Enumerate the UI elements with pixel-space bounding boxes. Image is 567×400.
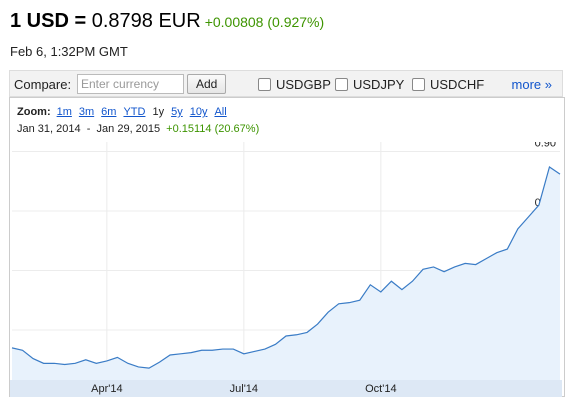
zoom-label: Zoom: [17, 106, 51, 118]
change: +0.00808 (0.927%) [204, 14, 325, 30]
zoom-option[interactable]: 1y [152, 106, 165, 118]
zoom-option[interactable]: 1m [56, 106, 72, 118]
range-separator: - [86, 123, 91, 135]
add-button[interactable]: Add [187, 74, 227, 94]
zoom-option[interactable]: 6m [101, 106, 117, 118]
range-start: Jan 31, 2014 [17, 123, 81, 135]
zoom-bar: Zoom: 1m 3m 6m YTD 1y 5y 10y All [17, 106, 234, 118]
option-label: USDCHF [430, 77, 485, 92]
range-info: Jan 31, 2014 - Jan 29, 2015 +0.15114 (20.… [17, 123, 259, 135]
zoom-option[interactable]: 5y [171, 106, 183, 118]
compare-bar: Compare: Enter currency Add USDGBP USDJP… [9, 70, 563, 97]
range-change: +0.15114 (20.67%) [166, 123, 260, 135]
compare-option[interactable]: USDJPY [335, 77, 404, 92]
y-tick-label: 0.90 [535, 142, 556, 149]
more-link[interactable]: more » [511, 77, 552, 92]
compare-option[interactable]: USDCHF [412, 77, 484, 92]
compare-label: Compare: [14, 77, 72, 92]
x-tick-label: Jul'14 [230, 383, 258, 395]
option-label: USDJPY [353, 77, 405, 92]
x-tick-label: Oct'14 [365, 383, 396, 395]
zoom-option[interactable]: 3m [78, 106, 95, 118]
area [12, 166, 560, 380]
pair: 1 USD = [10, 10, 87, 32]
option-label: USDGBP [276, 77, 331, 92]
zoom-option[interactable]: 10y [189, 106, 208, 118]
x-tick-label: Apr'14 [91, 383, 122, 395]
zoom-option[interactable]: All [214, 106, 227, 118]
rate: 0.8798 EUR [91, 10, 201, 32]
x-axis-band [10, 380, 562, 397]
timestamp: Feb 6, 1:32PM GMT [10, 44, 128, 59]
range-end: Jan 29, 2015 [96, 123, 161, 135]
compare-option[interactable]: USDGBP [258, 77, 331, 92]
quote-header: 1 USD = 0.8798 EUR +0.00808 (0.927%) [10, 10, 324, 33]
zoom-option[interactable]: YTD [123, 106, 146, 118]
line [11, 166, 561, 369]
currency-input[interactable]: Enter currency [77, 74, 184, 94]
